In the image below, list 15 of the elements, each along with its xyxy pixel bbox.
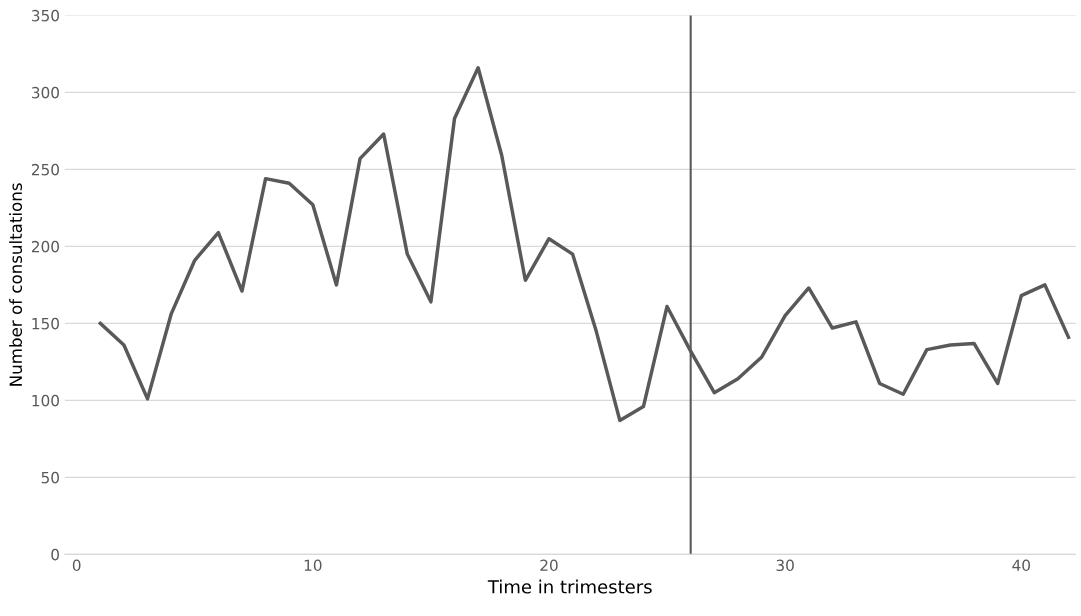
- x-tick-label: 30: [776, 559, 794, 572]
- x-tick-label: 40: [1012, 559, 1030, 572]
- y-tick-label: 300: [32, 86, 59, 99]
- x-tick-label: 20: [540, 559, 558, 572]
- x-tick-label: 10: [304, 559, 322, 572]
- y-tick-label: 350: [32, 9, 59, 22]
- y-tick-label: 50: [41, 471, 59, 484]
- x-tick-label: 0: [72, 559, 81, 572]
- y-tick-label: 250: [31, 163, 59, 176]
- y-tick-label: 200: [31, 240, 59, 253]
- y-tick-label: 150: [32, 317, 59, 330]
- y-tick-label: 0: [51, 548, 59, 561]
- y-axis-title: Number of consultations: [9, 183, 23, 386]
- y-tick-label: 100: [32, 394, 59, 407]
- x-axis-title: Time in trimesters: [487, 579, 652, 594]
